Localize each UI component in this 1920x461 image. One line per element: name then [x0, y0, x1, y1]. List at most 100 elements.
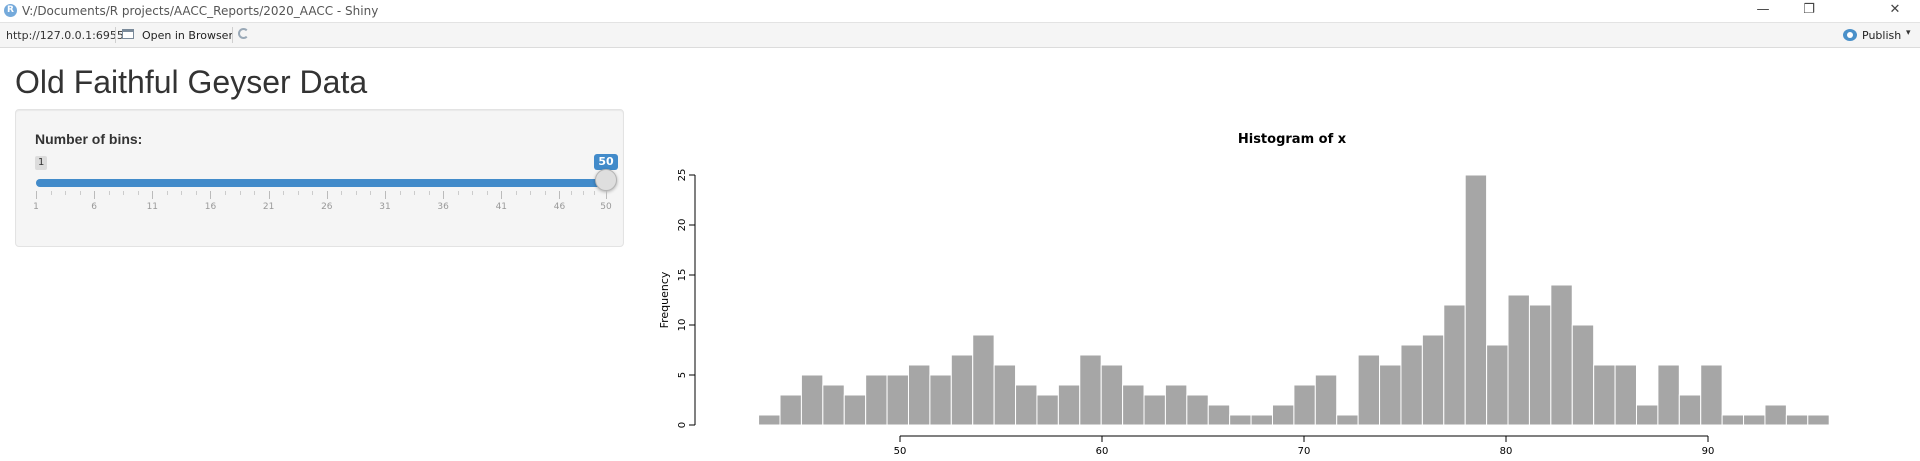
slider-tick-label: 31 — [379, 202, 391, 212]
open-in-browser-button[interactable]: Open in Browser — [142, 29, 233, 42]
slider-minor-tick — [428, 191, 430, 195]
publish-dropdown-caret[interactable]: ▾ — [1906, 28, 1911, 38]
histogram-bar — [1314, 374, 1338, 426]
histogram-bar — [1486, 344, 1509, 426]
minimize-button[interactable]: — — [1756, 2, 1770, 17]
slider-major-tick — [268, 191, 270, 199]
slider-minor-tick — [108, 191, 110, 195]
histogram-bar — [1379, 364, 1402, 426]
bins-slider-track[interactable] — [36, 179, 606, 187]
slider-minor-tick — [530, 191, 532, 195]
y-tick-label: 5 — [677, 372, 688, 378]
histogram-bar — [1807, 414, 1830, 426]
slider-minor-tick — [195, 191, 197, 195]
slider-minor-tick — [355, 191, 357, 195]
histogram-bar — [1057, 384, 1081, 426]
restore-button[interactable]: ❐ — [1803, 2, 1815, 17]
histogram-bar — [1186, 394, 1209, 426]
browser-window-icon[interactable] — [122, 29, 134, 39]
slider-minor-tick — [239, 191, 241, 195]
slider-tick-label: 46 — [553, 202, 566, 212]
publish-icon[interactable] — [1843, 29, 1857, 41]
slider-minor-tick — [123, 191, 125, 195]
histogram-bar — [993, 364, 1017, 426]
y-axis-label: Frequency — [658, 271, 671, 328]
histogram-bar — [1657, 364, 1680, 426]
slider-minor-tick — [137, 191, 139, 195]
slider-minor-tick — [297, 191, 299, 195]
y-tick-label: 25 — [677, 169, 688, 182]
slider-minor-tick — [65, 191, 67, 195]
histogram-bar — [1507, 294, 1530, 426]
slider-minor-tick — [283, 191, 285, 195]
x-tick-label: 60 — [1096, 446, 1109, 457]
x-tick-label: 80 — [1500, 446, 1513, 457]
histogram-bar — [1164, 384, 1188, 426]
slider-minor-tick — [341, 191, 343, 195]
histogram-bar — [1614, 364, 1637, 426]
histogram-bar — [1571, 324, 1595, 426]
histogram-bar — [1528, 304, 1552, 426]
x-tick-label: 70 — [1298, 446, 1311, 457]
refresh-icon[interactable] — [238, 28, 249, 39]
histogram-bar — [800, 374, 824, 426]
histogram-bar — [1122, 384, 1145, 426]
slider-minor-tick — [166, 191, 168, 195]
histogram-bar — [1550, 284, 1573, 426]
slider-tick-label: 36 — [437, 202, 449, 212]
slider-major-tick — [606, 191, 607, 199]
slider-major-tick — [443, 191, 445, 199]
url-text: http://127.0.0.1:6955 — [6, 29, 124, 42]
page-title: Old Faithful Geyser Data — [15, 64, 368, 100]
slider-min-badge: 1 — [35, 156, 48, 170]
histogram-bar — [1271, 404, 1295, 426]
slider-minor-tick — [594, 191, 596, 195]
y-tick-label: 20 — [677, 219, 688, 232]
slider-tick-label: 26 — [321, 202, 333, 212]
histogram-bar — [907, 364, 931, 426]
slider-minor-tick — [254, 191, 256, 195]
slider-major-tick — [36, 191, 37, 199]
bins-slider-label: Number of bins: — [35, 131, 143, 147]
slider-minor-tick — [370, 191, 372, 195]
slider-minor-tick — [399, 191, 401, 195]
slider-minor-tick — [457, 191, 459, 195]
histogram-bar — [1336, 414, 1359, 426]
close-button[interactable]: ✕ — [1889, 2, 1901, 17]
slider-minor-tick — [486, 191, 488, 195]
slider-minor-tick — [50, 191, 52, 195]
slider-major-tick — [152, 191, 154, 199]
slider-minor-tick — [582, 191, 584, 195]
y-tick-label: 15 — [677, 269, 688, 282]
slider-tick-label: 21 — [262, 202, 275, 212]
histogram-bar — [1015, 384, 1038, 426]
window-titlebar: R V:/Documents/R projects/AACC_Reports/2… — [0, 0, 1920, 22]
slider-value-badge: 50 — [594, 154, 618, 170]
slider-minor-tick — [181, 191, 183, 195]
histogram-bar — [1785, 414, 1809, 426]
histogram-chart: Histogram of x Frequency 0 5 10 15 20 25 50 60… — [658, 132, 1830, 457]
histogram-bar — [1721, 414, 1745, 426]
bins-slider-handle[interactable] — [595, 169, 617, 191]
histogram-bar — [1764, 404, 1787, 426]
slider-tick-label: 16 — [204, 202, 217, 212]
histogram-bar — [1293, 384, 1316, 426]
histogram-bar — [886, 374, 909, 426]
histogram-bar — [1700, 364, 1723, 426]
histogram-bar — [1079, 354, 1102, 426]
y-tick-label: 10 — [677, 319, 688, 332]
slider-tick-label: 50 — [600, 202, 612, 212]
histogram-bar — [758, 414, 781, 426]
slider-tick-label: 1 — [33, 202, 39, 212]
slider-major-tick — [326, 191, 328, 199]
r-app-icon: R — [4, 4, 17, 17]
toolbar-divider — [232, 27, 233, 43]
viewer-toolbar: http://127.0.0.1:6955 Open in Browser Pu… — [0, 22, 1920, 48]
histogram-bar — [950, 354, 974, 426]
histogram-bar — [1036, 394, 1059, 426]
histogram-bar — [1678, 394, 1702, 426]
slider-minor-tick — [544, 191, 546, 195]
slider-tick-label: 41 — [495, 202, 508, 212]
toolbar-divider — [115, 27, 116, 43]
publish-button[interactable]: Publish — [1862, 29, 1902, 42]
